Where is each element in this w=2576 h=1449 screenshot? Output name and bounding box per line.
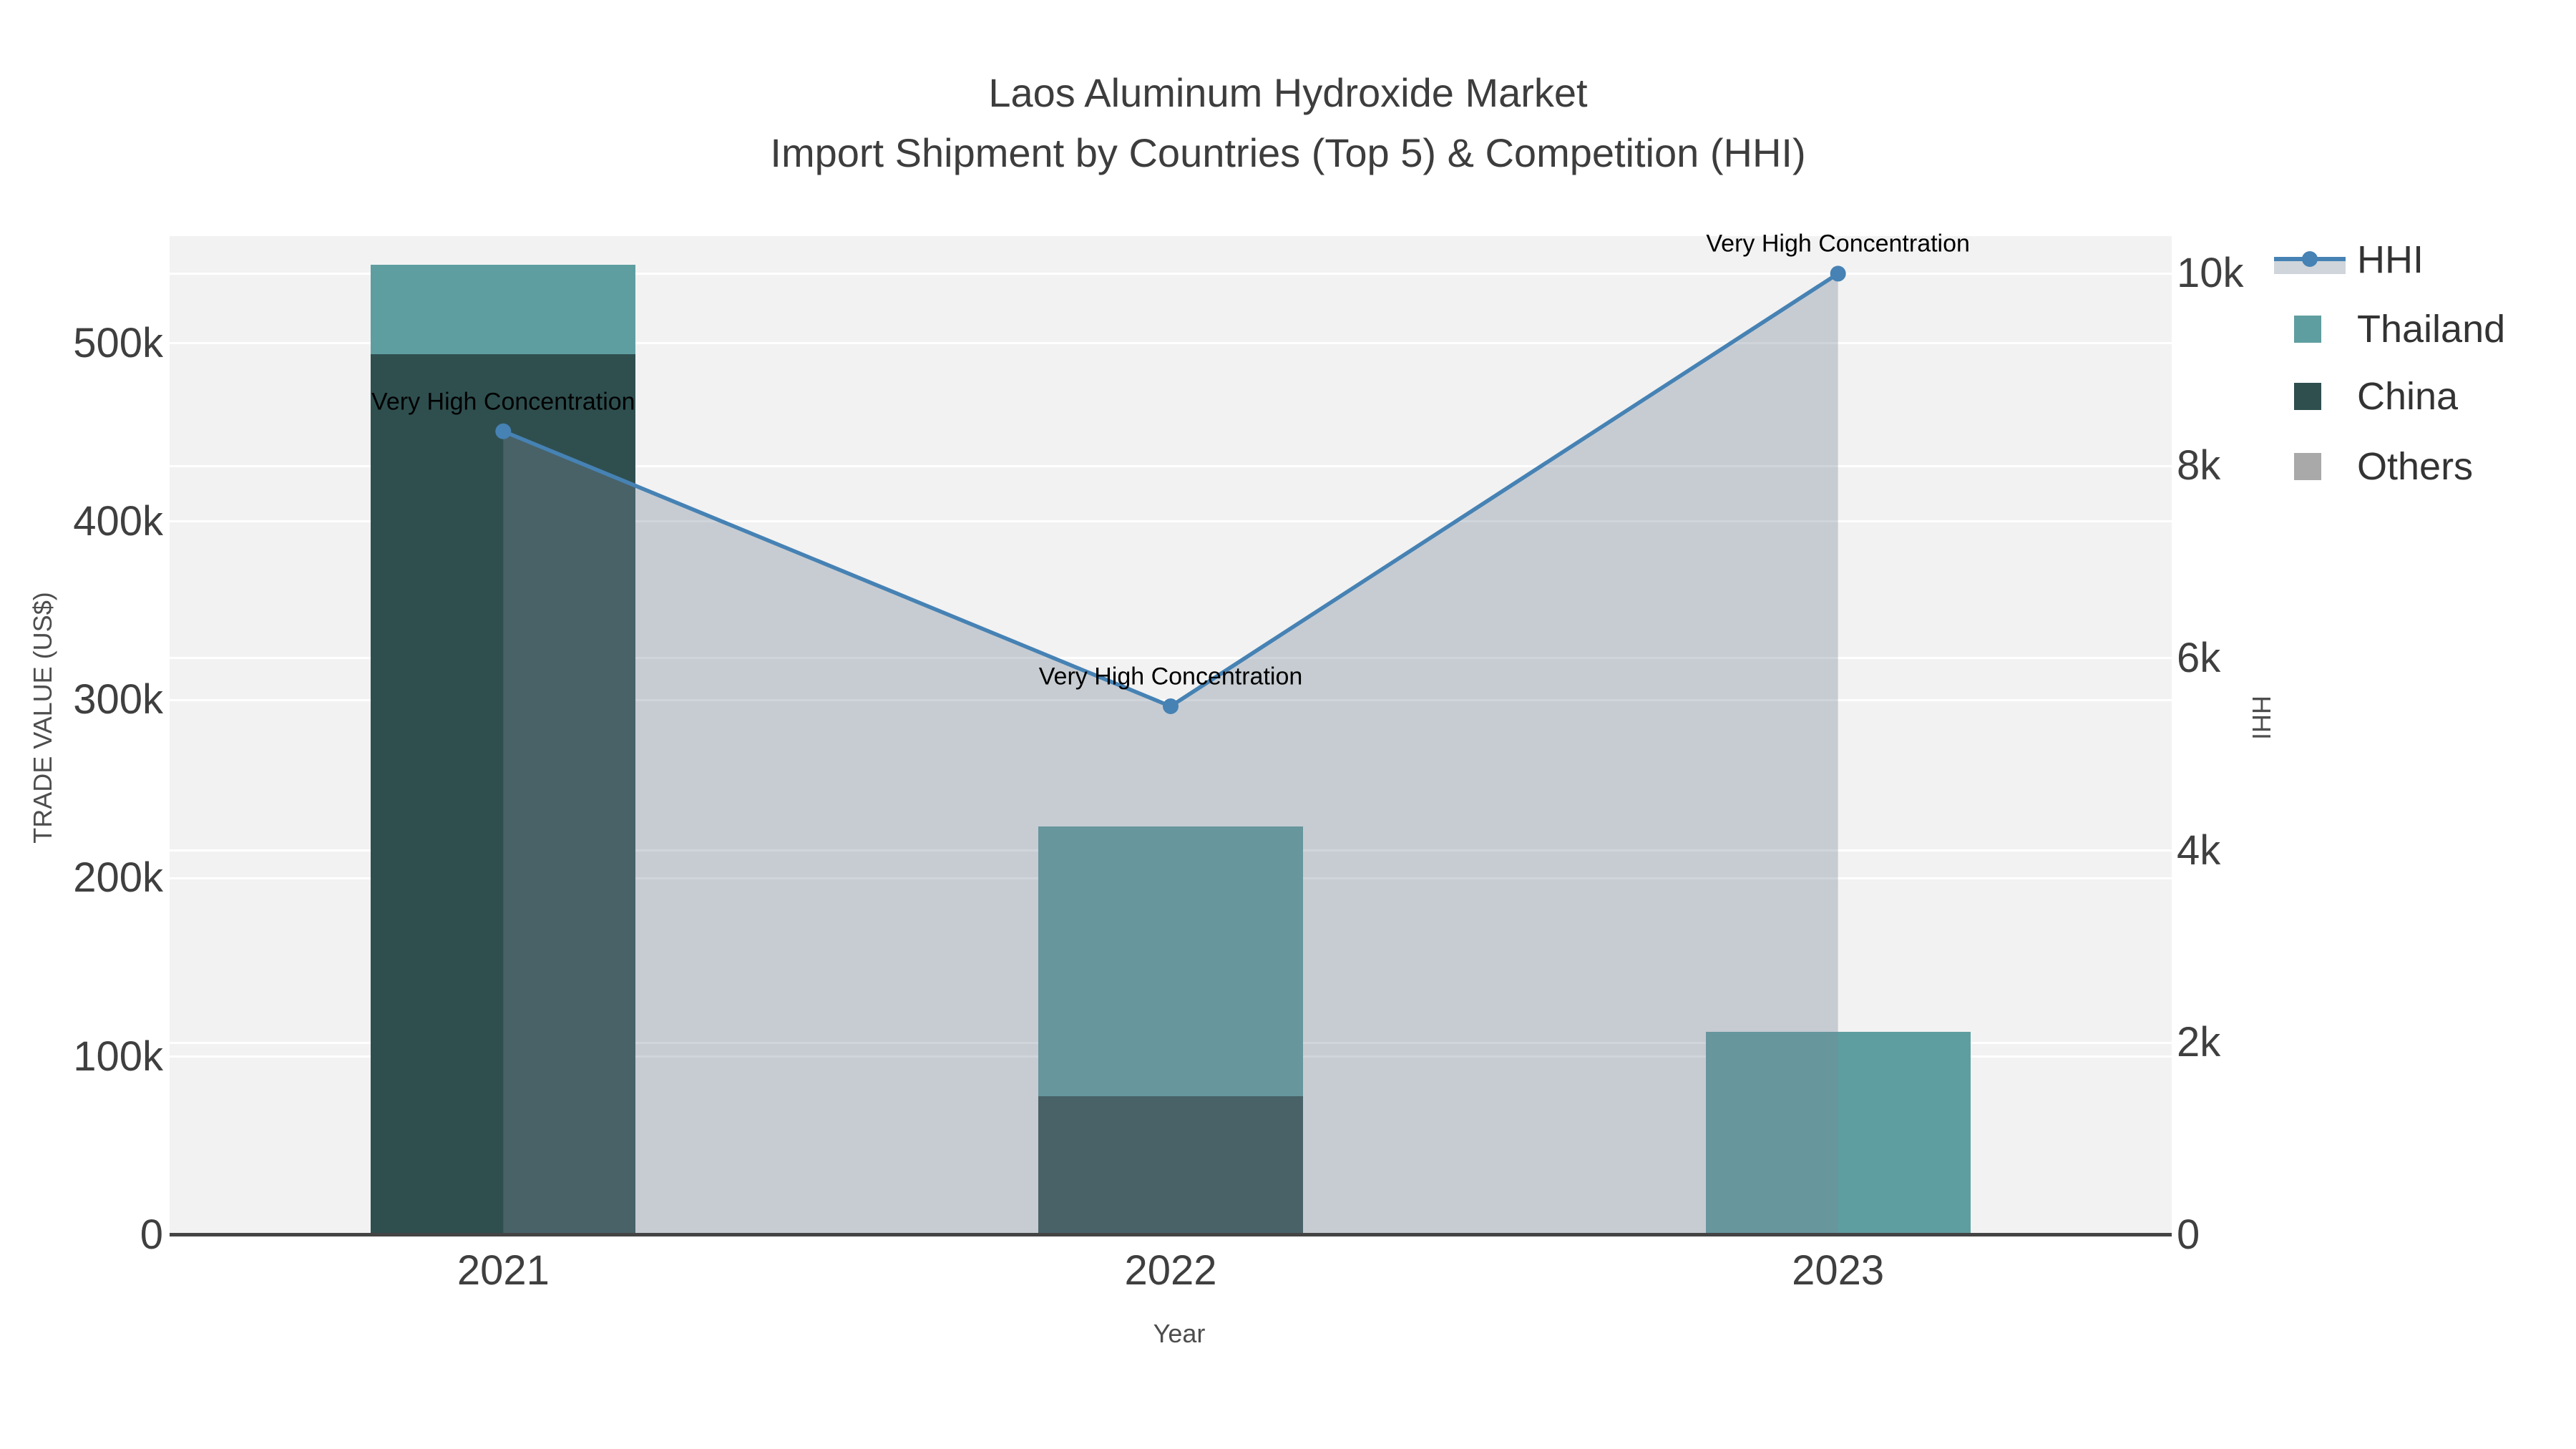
right-tick-10k: 10k xyxy=(2177,250,2244,297)
legend-item-china[interactable]: China xyxy=(2268,364,2569,429)
annotation-2023: Very High Concentration xyxy=(1706,230,1970,258)
hhi-point-2021[interactable] xyxy=(495,423,512,439)
right-tick-2k: 2k xyxy=(2177,1019,2221,1066)
left-tick-200k: 200k xyxy=(73,854,163,902)
right-tick-8k: 8k xyxy=(2177,442,2221,489)
legend-label-thailand: Thailand xyxy=(2357,308,2506,351)
right-tick-0: 0 xyxy=(2177,1211,2200,1258)
bar-segment-china-2021[interactable] xyxy=(371,353,636,1235)
left-tick-500k: 500k xyxy=(73,319,163,366)
china-swatch-icon xyxy=(2294,383,2321,410)
left-tick-400k: 400k xyxy=(73,497,163,545)
annotation-2022: Very High Concentration xyxy=(1038,663,1303,691)
plot-area xyxy=(170,236,2172,1235)
left-axis-title: TRADE VALUE (US$) xyxy=(28,592,57,844)
right-tick-6k: 6k xyxy=(2177,634,2221,681)
legend-label-hhi: HHI xyxy=(2357,238,2424,281)
bar-segment-thailand-2021[interactable] xyxy=(371,264,636,354)
bar-segment-thailand-2022[interactable] xyxy=(1038,826,1303,1096)
annotation-2021: Very High Concentration xyxy=(371,388,635,416)
legend-item-others[interactable]: Others xyxy=(2268,434,2569,499)
hhi-area-fill xyxy=(503,273,1838,1235)
legend-label-china: China xyxy=(2357,375,2459,418)
gridline xyxy=(170,272,2172,275)
x-tick-2023: 2023 xyxy=(1792,1247,1885,1294)
bar-segment-thailand-2023[interactable] xyxy=(1705,1031,1971,1235)
x-axis-title: Year xyxy=(1153,1319,1206,1348)
x-tick-2021: 2021 xyxy=(457,1247,550,1294)
x-axis-line xyxy=(170,1233,2172,1236)
left-tick-300k: 300k xyxy=(73,676,163,723)
hhi-point-2022[interactable] xyxy=(1163,698,1179,715)
others-swatch-icon xyxy=(2294,453,2321,480)
gridline xyxy=(170,342,2172,345)
legend-label-others: Others xyxy=(2357,445,2474,488)
gridline xyxy=(170,520,2172,523)
chart-subtitle: Import Shipment by Countries (Top 5) & C… xyxy=(770,130,1806,175)
legend-item-thailand[interactable]: Thailand xyxy=(2268,297,2569,361)
legend-item-hhi[interactable]: HHI xyxy=(2268,228,2569,292)
gridline xyxy=(170,464,2172,467)
gridline xyxy=(170,657,2172,660)
thailand-swatch-icon xyxy=(2294,316,2321,343)
chart-title: Laos Aluminum Hydroxide Market xyxy=(988,70,1588,115)
hhi-line-swatch-icon xyxy=(2274,243,2346,277)
x-tick-2022: 2022 xyxy=(1124,1247,1217,1294)
hhi-point-2023[interactable] xyxy=(1830,265,1846,282)
bar-segment-china-2022[interactable] xyxy=(1038,1096,1303,1235)
hhi-line-layer xyxy=(495,265,1846,1235)
left-tick-0: 0 xyxy=(140,1211,163,1258)
hhi-marker-sample xyxy=(2302,251,2318,267)
right-tick-4k: 4k xyxy=(2177,826,2221,874)
left-tick-100k: 100k xyxy=(73,1033,163,1080)
right-axis-title: HHI xyxy=(2247,696,2276,740)
